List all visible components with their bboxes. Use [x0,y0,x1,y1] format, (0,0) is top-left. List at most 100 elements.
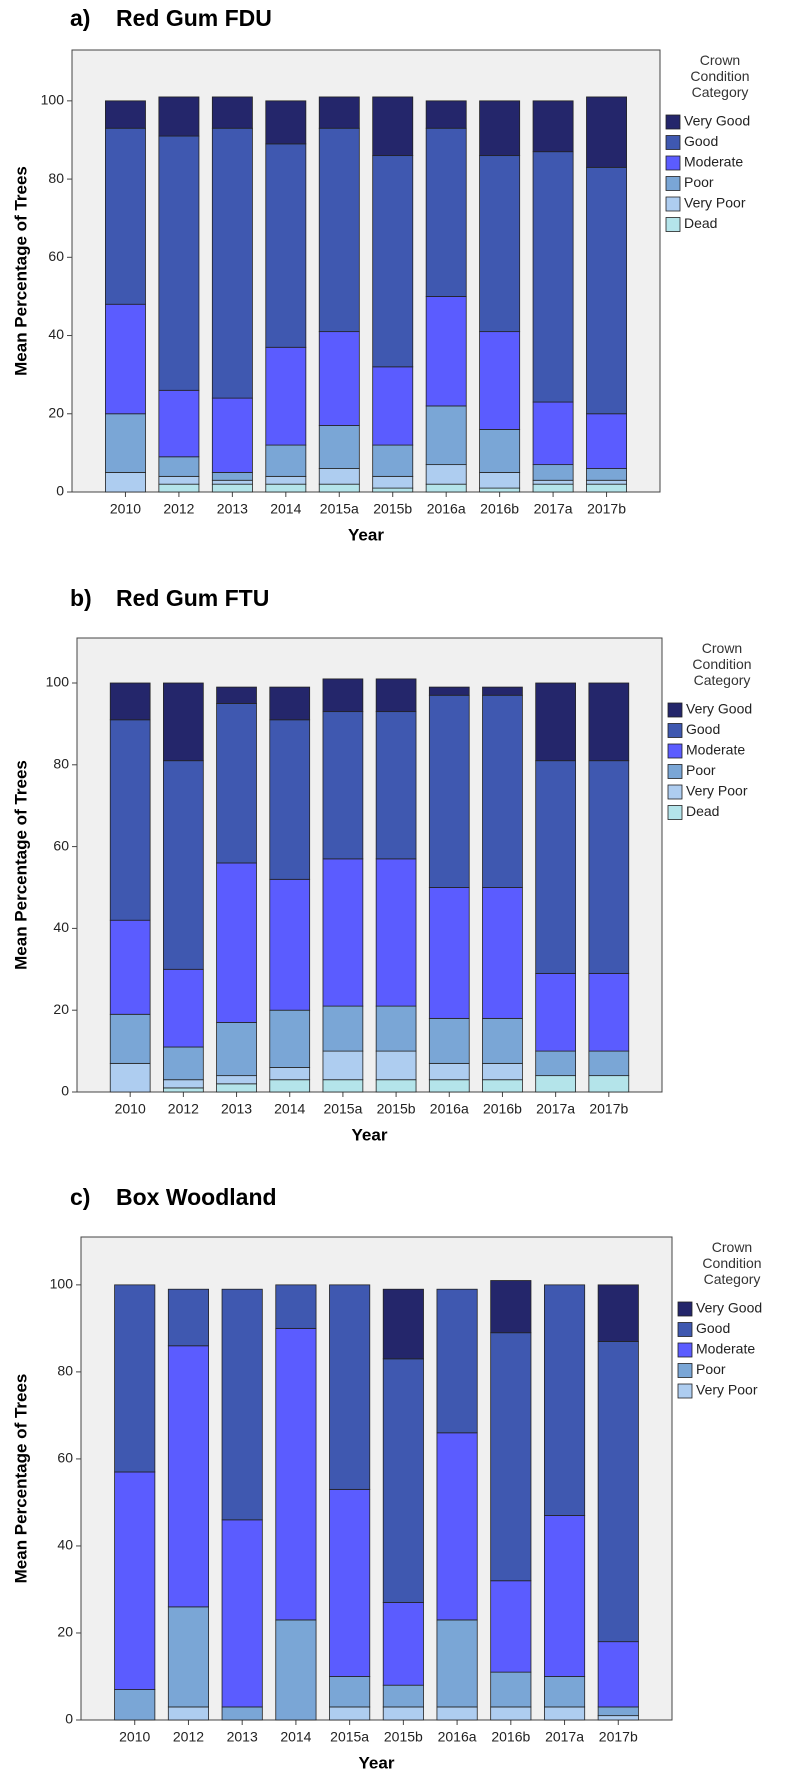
legend-swatch [667,723,683,738]
bar-segment [372,487,414,493]
bar-segment [532,464,574,481]
x-tick-label: 2014 [280,1729,311,1745]
legend-label: Poor [696,1361,726,1377]
bar-segment [105,303,146,415]
bar-segment [479,155,521,333]
bar-segment [109,919,151,1015]
bar-segment [372,475,414,489]
bar-segment [428,1079,470,1093]
bar-segment [158,96,200,137]
bar-segment [211,127,253,399]
x-tick-label: 2015a [330,1729,369,1745]
panel-label: c) [70,1184,90,1210]
legend-swatch [665,114,681,130]
x-tick-label: 2016a [427,501,466,517]
bar-segment [114,1284,156,1473]
bar-segment [586,483,627,493]
legend-swatch [665,155,681,171]
x-tick-label: 2015b [384,1729,423,1745]
bar-segment [318,96,360,129]
x-tick-label: 2016b [491,1729,530,1745]
y-tick-label: 0 [61,1083,69,1099]
bar-segment [375,1050,417,1081]
bar-segment [216,862,257,1023]
panel-label: a) [70,5,90,31]
bar-segment [318,483,360,493]
bar-segment [425,100,467,129]
x-axis-title: Year [359,1753,395,1772]
legend-swatch [665,217,681,232]
x-tick-label: 2016a [430,1101,469,1117]
bar-segment [318,331,360,426]
bar-segment [114,1689,156,1721]
x-axis-title: Year [348,525,384,544]
bar-segment [490,1280,532,1334]
bar-segment [428,1062,470,1081]
bar-segment [436,1706,478,1721]
bar-segment [428,686,470,696]
bar-segment [482,887,523,1019]
legend-swatch [677,1383,693,1399]
x-tick-label: 2017a [545,1729,584,1745]
bar-segment [436,1432,478,1621]
bar-segment [588,1050,630,1077]
bar-segment [535,972,576,1052]
bar-segment [597,1715,639,1721]
legend-label: Very Good [696,1300,762,1316]
bar-segment [163,760,204,970]
bar-segment [482,1079,523,1093]
bar-segment [322,1005,364,1052]
legend-swatch [667,743,683,759]
bar-segment [597,1706,639,1717]
bar-segment [382,1684,424,1708]
bar-segment [275,1284,317,1329]
bar-segment [265,444,307,477]
bar-segment [588,760,630,974]
legend-label: Dead [684,215,717,231]
bar-segment [329,1706,371,1721]
legend-title: Crown Condition Category [690,52,750,100]
bar-segment [372,96,414,157]
bar-segment [167,1345,210,1608]
bar-segment [211,472,253,481]
bar-segment [586,479,627,485]
bar-segment [211,479,253,485]
bar-segment [490,1580,532,1673]
x-tick-label: 2015b [373,501,412,517]
x-tick-label: 2012 [163,501,194,517]
y-tick-label: 0 [56,483,64,499]
bar-segment [211,483,253,493]
legend-label: Very Poor [686,783,748,799]
x-tick-label: 2017b [587,501,626,517]
bar-segment [318,468,360,485]
bar-segment [428,887,470,1019]
y-axis-title: Mean Percentage of Trees [11,760,30,970]
panel-label: b) [70,585,92,611]
bar-segment [428,1017,470,1064]
y-tick-label: 60 [53,837,69,853]
legend-title: Crown Condition Category [702,1239,762,1287]
bar-segment [588,1075,630,1093]
legend-title-box: Crown Condition Category [702,1239,762,1287]
legend-label: Moderate [686,742,745,758]
bar-segment [382,1288,424,1360]
bar-segment [588,972,630,1052]
bar-segment [269,719,311,880]
x-tick-label: 2012 [173,1729,204,1745]
legend-label: Very Poor [696,1382,758,1398]
bar-segment [167,1606,210,1708]
bar-segment [211,397,253,473]
y-tick-label: 100 [41,92,65,108]
bar-segment [436,1619,478,1708]
bar-segment [436,1288,478,1434]
bar-segment [479,429,521,473]
bar-segment [158,389,200,458]
bar-segment [329,1488,371,1677]
x-tick-label: 2017a [536,1101,575,1117]
bar-segment [425,296,467,407]
bar-segment [425,127,467,297]
chart-title: Box Woodland [116,1184,277,1210]
bar-segment [543,1676,586,1708]
bar-segment [425,405,467,466]
bar-segment [543,1515,586,1677]
